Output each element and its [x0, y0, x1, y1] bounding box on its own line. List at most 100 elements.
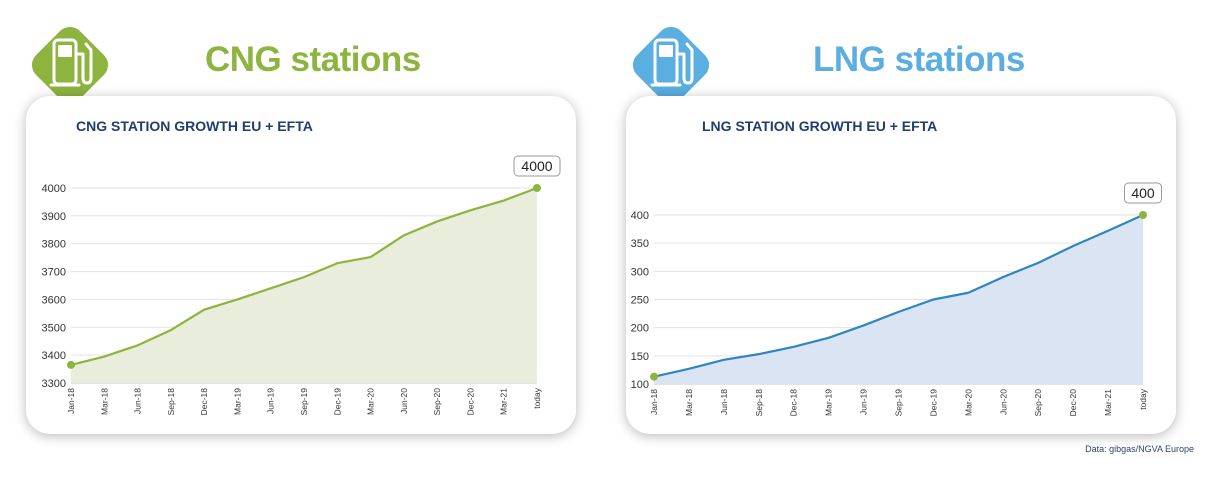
lng-y-tick-label: 350	[631, 238, 649, 250]
lng-callout-box	[1124, 182, 1162, 204]
cng-y-tick-label: 3900	[42, 211, 66, 223]
cng-x-tick-label: Sep-20	[432, 388, 442, 416]
cng-x-tick-label: Sep-18	[166, 388, 176, 416]
cng-y-tick-label: 3300	[42, 378, 66, 390]
lng-x-tick-label: Sep-19	[894, 389, 904, 417]
cng-data-point	[502, 199, 506, 203]
cng-data-point	[67, 360, 75, 369]
cng-y-tick-label: 3400	[42, 350, 66, 362]
fuel-pump-icon	[49, 38, 93, 87]
lng-badge	[632, 26, 710, 104]
cng-data-point	[369, 255, 373, 259]
lng-x-tick-label: Dec-18	[789, 389, 799, 417]
cng-data-point	[402, 233, 406, 237]
cng-x-tick-label: today	[532, 387, 542, 409]
lng-x-tick-label: Mar-18	[684, 389, 694, 416]
lng-x-tick-label: Mar-19	[824, 389, 834, 416]
cng-y-tick-label: 3500	[42, 322, 66, 334]
cng-data-point	[269, 286, 273, 290]
cng-x-tick-label: Dec-18	[199, 388, 209, 416]
cng-x-tick-label: Mar-18	[99, 388, 109, 415]
lng-y-tick-label: 150	[631, 351, 649, 363]
lng-y-tick-label: 250	[631, 295, 649, 307]
source-note: Data: gibgas/NGVA Europe	[1085, 444, 1194, 454]
lng-x-tick-label: Jun-20	[998, 389, 1008, 415]
fuel-pump-icon	[650, 38, 694, 87]
lng-area-chart: 100 150 200 250 300 350 400 Jan-18 Mar-18 Jun-18 S…	[631, 182, 1162, 417]
lng-y-tick-label: 100	[631, 379, 649, 391]
lng-heading: LNG stations	[813, 40, 1025, 79]
cng-callout-box	[513, 155, 561, 177]
lng-x-tick-label: Mar-20	[963, 389, 973, 416]
cng-y-tick-label: 4000	[42, 183, 66, 195]
cng-x-tick-label: Mar-21	[499, 388, 509, 415]
cng-x-tick-label: Jun-19	[266, 388, 276, 414]
cng-area-fill	[71, 188, 537, 383]
cng-chart-title: CNG STATION GROWTH EU + EFTA	[76, 118, 313, 134]
cng-x-tick-label: Jun-18	[133, 388, 143, 414]
lng-x-tick-label: Jun-18	[719, 389, 729, 415]
cng-data-point	[136, 343, 140, 347]
lng-data-point	[650, 372, 658, 381]
cng-y-tick-label: 3700	[42, 267, 66, 279]
cng-data-point	[435, 219, 439, 223]
cng-data-point	[102, 355, 106, 359]
cng-x-tick-label: Jan-18	[66, 388, 76, 414]
cng-badge	[31, 26, 109, 104]
cng-y-tick-label: 3600	[42, 294, 66, 306]
lng-x-tick-label: today	[1138, 388, 1148, 410]
cng-x-tick-label: Sep-19	[299, 388, 309, 416]
cng-data-point	[235, 297, 239, 301]
cng-end-value-callout: 4000	[513, 155, 561, 177]
lng-x-tick-label: Dec-20	[1068, 389, 1078, 417]
cng-panel: CNG stations CNG STATION GROWTH EU + EFT…	[0, 0, 600, 470]
cng-data-point	[533, 184, 541, 192]
lng-end-value-callout: 400	[1124, 182, 1162, 204]
cng-data-point	[169, 328, 173, 332]
lng-x-tick-label: Jan-18	[649, 389, 659, 415]
lng-data-point	[722, 358, 726, 362]
lng-data-point	[966, 291, 970, 295]
lng-data-point	[757, 352, 761, 356]
lng-x-tick-label: Jun-19	[859, 389, 869, 415]
lng-y-tick-label: 300	[631, 266, 649, 278]
cng-x-tick-label: Jun-20	[399, 388, 409, 414]
lng-data-point	[687, 367, 691, 371]
lng-chart-title: LNG STATION GROWTH EU + EFTA	[702, 118, 938, 134]
cng-y-tick-label: 3800	[42, 239, 66, 251]
lng-data-point	[862, 323, 866, 327]
cng-data-point	[302, 275, 306, 279]
lng-panel: LNG stations LNG STATION GROWTH EU + EFT…	[600, 0, 1200, 470]
cng-chart-card: CNG STATION GROWTH EU + EFTA 3300 3400 350…	[26, 96, 576, 434]
lng-data-point	[1139, 211, 1147, 219]
lng-data-point	[931, 298, 935, 302]
lng-x-tick-label: Dec-19	[928, 389, 938, 417]
lng-y-tick-label: 400	[631, 210, 649, 222]
cng-area-chart: 3300 3400 3500 3600 3700 3800 3900 4000 Jan-18 Ma…	[42, 155, 561, 416]
lng-x-tick-label: Sep-18	[754, 389, 764, 417]
lng-data-point	[1106, 229, 1110, 233]
lng-data-point	[1071, 244, 1075, 248]
cng-heading: CNG stations	[205, 40, 421, 79]
lng-series-line	[653, 213, 1144, 378]
cng-x-tick-label: Dec-19	[332, 388, 342, 416]
lng-data-point	[827, 336, 831, 340]
cng-data-point	[335, 261, 339, 265]
lng-area-fill	[654, 215, 1143, 384]
lng-data-point	[792, 345, 796, 349]
cng-x-tick-label: Mar-19	[232, 388, 242, 415]
cng-x-tick-label: Mar-20	[366, 388, 376, 415]
lng-chart-card: LNG STATION GROWTH EU + EFTA 100 150 200 25…	[626, 96, 1176, 434]
cng-series-line	[70, 186, 538, 366]
cng-data-point	[202, 308, 206, 312]
lng-data-point	[897, 310, 901, 314]
cng-callout-label: 4000	[521, 158, 552, 174]
lng-data-point	[1001, 275, 1005, 279]
lng-data-point	[1036, 261, 1040, 265]
cng-x-tick-label: Dec-20	[465, 388, 475, 416]
lng-x-tick-label: Mar-21	[1103, 389, 1113, 416]
lng-x-tick-label: Sep-20	[1033, 389, 1043, 417]
lng-callout-label: 400	[1131, 185, 1155, 201]
cng-data-point	[468, 208, 472, 212]
lng-y-tick-label: 200	[631, 323, 649, 335]
